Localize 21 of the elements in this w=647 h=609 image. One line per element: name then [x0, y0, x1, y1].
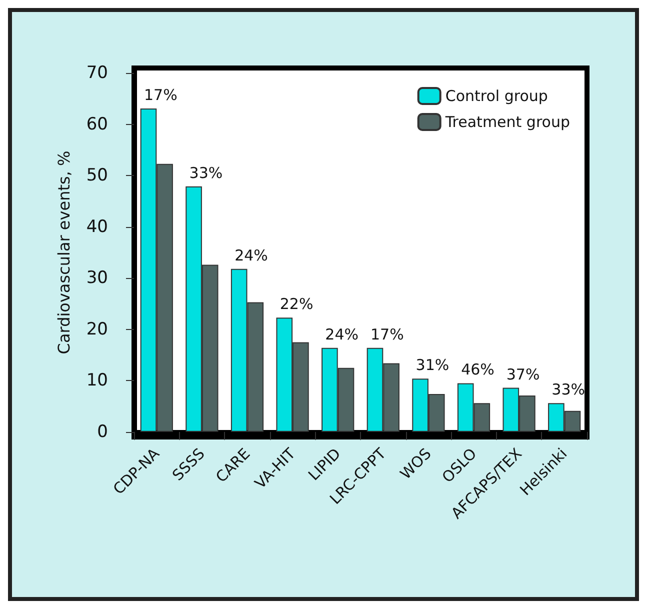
y-tick-label: 50 — [86, 166, 108, 186]
y-tick-label: 20 — [86, 319, 108, 340]
y-tick-label: 40 — [86, 216, 108, 237]
annotation: 33% — [189, 164, 223, 182]
annotation: 31% — [416, 356, 450, 374]
annotation: 37% — [506, 365, 540, 384]
y-tick-label: 30 — [86, 268, 108, 288]
y-tick-label: 0 — [97, 422, 108, 442]
legend-label: Treatment group — [444, 113, 570, 131]
annotation: 33% — [552, 380, 586, 399]
annotation: 17% — [144, 86, 178, 104]
y-tick-label: 10 — [86, 370, 108, 391]
annotation: 24% — [325, 325, 359, 344]
legend-label: Control group — [445, 87, 548, 105]
annotation: 24% — [234, 246, 268, 264]
y-tick-label: 60 — [86, 114, 108, 134]
y-axis-title: Cardiovascular events, % — [54, 150, 74, 354]
annotation: 22% — [280, 295, 314, 314]
annotation: 46% — [461, 360, 494, 379]
annotation: 17% — [370, 325, 404, 344]
y-tick-label: 70 — [86, 63, 108, 84]
